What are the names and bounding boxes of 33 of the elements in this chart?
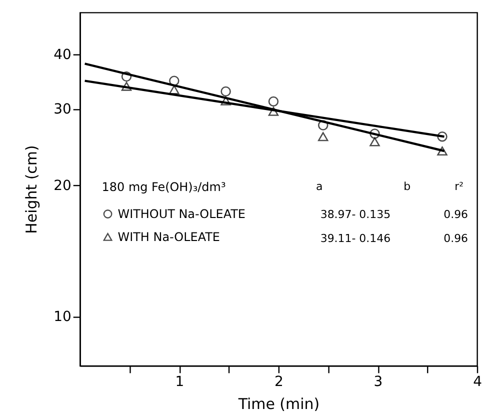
x-tick-label: 1	[175, 374, 184, 390]
x-axis-title: Time (min)	[237, 395, 320, 414]
point	[268, 96, 279, 107]
annotation: 38.97- 0.135	[320, 208, 391, 221]
point	[169, 85, 180, 94]
annotation: r²	[454, 180, 464, 194]
x-tick-label: 3	[374, 374, 383, 390]
y-tick-label: 40	[54, 47, 72, 64]
legend-label: WITHOUT Na-OLEATE	[118, 206, 246, 221]
point	[220, 96, 231, 106]
x-tick-label: 4	[473, 374, 482, 390]
point	[318, 132, 328, 142]
legend-title: 180 mg Fe(OH)₃/dm³	[102, 180, 226, 194]
annotation: a	[316, 180, 323, 194]
y-tick-label: 20	[54, 178, 72, 194]
point	[370, 128, 380, 139]
y-axis-title: Height (cm)	[22, 145, 41, 234]
point	[121, 82, 132, 91]
point	[169, 76, 180, 86]
annotation: 39.11- 0.146	[320, 232, 391, 245]
point	[268, 106, 279, 116]
point	[220, 86, 231, 97]
annotation: 0.96	[444, 232, 468, 245]
point	[121, 71, 132, 82]
y-tick-label: 30	[54, 101, 72, 118]
legend-label: WITH Na-OLEATE	[118, 230, 220, 244]
point	[437, 146, 448, 156]
y-tick-label: 10	[54, 308, 72, 325]
annotation: b	[404, 180, 411, 194]
annotation: 0.96	[444, 208, 468, 221]
point	[370, 137, 380, 146]
point	[318, 120, 328, 130]
x-tick-label: 2	[274, 374, 284, 390]
